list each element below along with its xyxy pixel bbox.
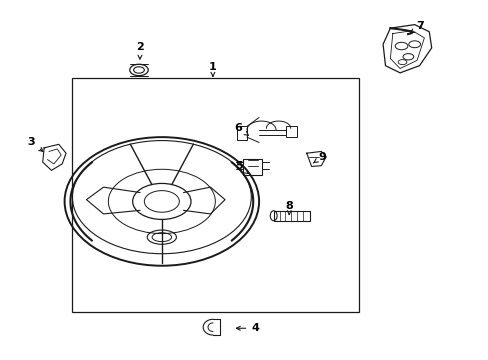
Bar (72, 78, 358, 312)
Bar (285, 126, 296, 137)
Bar (243, 158, 262, 175)
Text: 3: 3 (28, 137, 43, 152)
Bar (273, 211, 309, 221)
Text: 9: 9 (313, 152, 325, 163)
Text: 4: 4 (236, 323, 259, 333)
Text: 5: 5 (234, 161, 248, 174)
Text: 8: 8 (285, 201, 292, 215)
Text: 7: 7 (410, 21, 424, 33)
Text: 1: 1 (208, 63, 216, 76)
Text: 2: 2 (136, 42, 143, 59)
Text: 6: 6 (234, 123, 248, 135)
Bar (237, 126, 246, 140)
